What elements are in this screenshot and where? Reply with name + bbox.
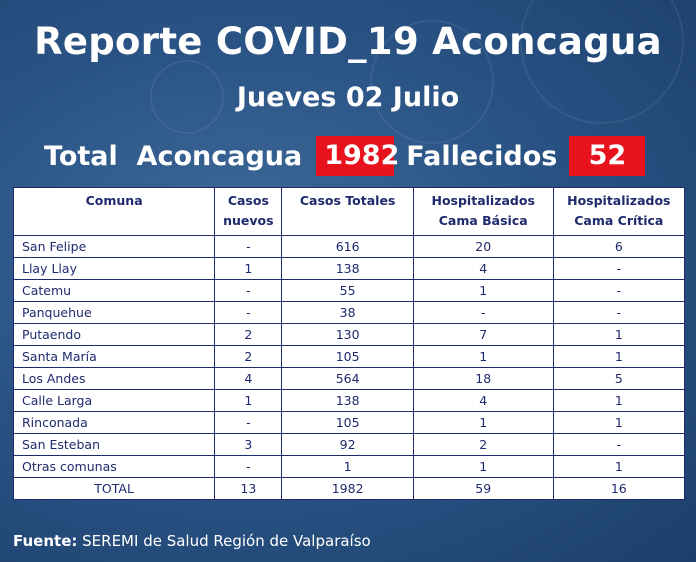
table-row: Rinconada -105 1 1: [12, 411, 686, 434]
table-row: Los Andes 4 564 18 5: [12, 367, 686, 390]
source-footer: Fuente: SEREMI de Salud Región de Valpar…: [13, 532, 371, 550]
table-row: Putaendo 2 130 7 1: [12, 323, 686, 346]
source-label: Fuente:: [13, 532, 78, 550]
header-casos-totales: Casos Totales: [281, 187, 414, 236]
header-hosp-basica: Hospitalizados Cama Básica: [412, 187, 554, 236]
deaths-badge: 52: [569, 136, 646, 176]
table-row: Santa María 2 105 1 1: [12, 345, 686, 368]
table-row: San Felipe -616 20 6: [12, 235, 686, 258]
summary-row: Total Aconcagua 1982 Fallecidos 52: [44, 136, 646, 176]
header-hosp-critica: Hospitalizados Cama Crítica: [552, 187, 686, 236]
source-text: SEREMI de Salud Región de Valparaíso: [82, 532, 371, 550]
virus-decoration: [370, 20, 494, 144]
report-date: Jueves 02 Julio: [236, 82, 460, 113]
table-row: Calle Larga 1 138 4 1: [12, 389, 686, 412]
total-label: Total Aconcagua: [44, 140, 303, 172]
cases-table: Comuna Casos nuevos Casos Totales Hospita…: [12, 187, 686, 500]
table-row: Llay Llay 1 138 4-: [12, 257, 686, 280]
table-row: Panquehue -38- -: [12, 301, 686, 324]
table-header-row: Comuna Casos nuevos Casos Totales Hospita…: [12, 187, 686, 236]
header-comuna: Comuna: [12, 187, 216, 236]
virus-decoration: [150, 60, 224, 134]
table-row: Otras comunas -1 1 1: [12, 455, 686, 478]
total-cases-badge: 1982: [316, 136, 399, 176]
table-total-row: TOTAL 13 1982 59 16: [12, 477, 686, 500]
report-title: Reporte COVID_19 Aconcagua: [34, 20, 662, 63]
header-casos-nuevos: Casos nuevos: [214, 187, 283, 236]
table-row: Catemu -55 1-: [12, 279, 686, 302]
table-row: San Esteban 3 92 2-: [12, 433, 686, 456]
deaths-label: Fallecidos: [406, 140, 558, 172]
